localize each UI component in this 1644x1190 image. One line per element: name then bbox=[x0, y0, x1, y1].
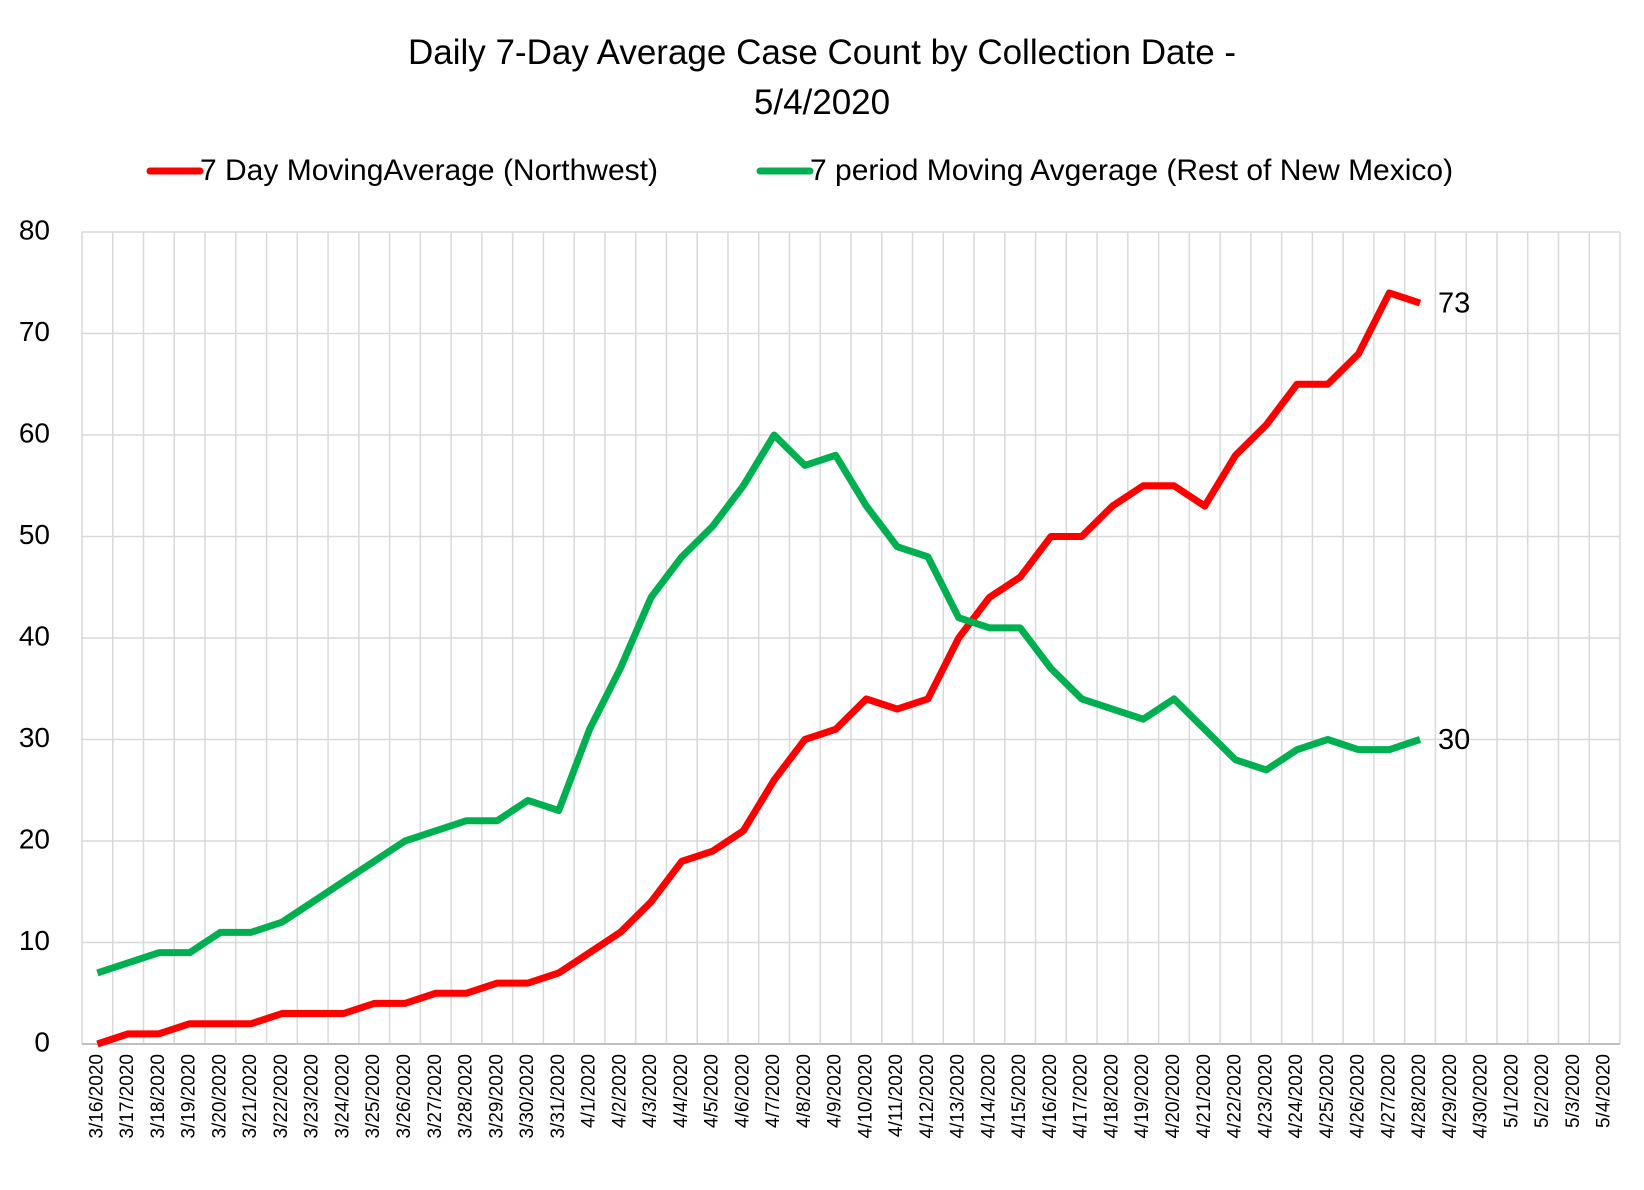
x-tick-label: 4/9/2020 bbox=[825, 1054, 846, 1128]
x-tick-label: 4/21/2020 bbox=[1194, 1054, 1215, 1139]
x-tick-label: 5/2/2020 bbox=[1532, 1054, 1553, 1128]
x-tick-label: 5/1/2020 bbox=[1501, 1054, 1522, 1128]
y-tick-label: 0 bbox=[34, 1026, 50, 1057]
x-tick-label: 5/3/2020 bbox=[1563, 1054, 1584, 1128]
x-tick-label: 3/31/2020 bbox=[548, 1054, 569, 1139]
y-tick-label: 20 bbox=[19, 823, 50, 854]
legend-label: 7 period Moving Avgerage (Rest of New Me… bbox=[810, 154, 1453, 187]
y-tick-label: 40 bbox=[19, 620, 50, 651]
y-tick-label: 10 bbox=[19, 925, 50, 956]
x-tick-label: 3/30/2020 bbox=[517, 1054, 538, 1139]
y-tick-label: 80 bbox=[19, 214, 50, 245]
legend-label: 7 Day MovingAverage (Northwest) bbox=[200, 154, 658, 187]
x-tick-label: 4/8/2020 bbox=[794, 1054, 815, 1128]
x-tick-label: 3/20/2020 bbox=[209, 1054, 230, 1139]
x-tick-label: 3/16/2020 bbox=[86, 1054, 107, 1139]
x-tick-label: 3/26/2020 bbox=[394, 1054, 415, 1139]
series-line bbox=[96, 289, 1422, 1048]
y-tick-label: 60 bbox=[19, 417, 50, 448]
x-tick-label: 3/28/2020 bbox=[456, 1054, 477, 1139]
value-label: 30 bbox=[1438, 724, 1470, 756]
x-tick-label: 4/29/2020 bbox=[1440, 1054, 1461, 1139]
x-tick-label: 3/17/2020 bbox=[117, 1054, 138, 1139]
x-tick-label: 4/27/2020 bbox=[1378, 1054, 1399, 1139]
x-tick-label: 4/17/2020 bbox=[1071, 1054, 1092, 1139]
value-label: 73 bbox=[1438, 288, 1470, 320]
x-tick-label: 4/24/2020 bbox=[1286, 1054, 1307, 1139]
x-tick-label: 3/21/2020 bbox=[240, 1054, 261, 1139]
x-tick-label: 4/19/2020 bbox=[1132, 1054, 1153, 1139]
y-tick-label: 70 bbox=[19, 316, 50, 347]
x-tick-label: 3/23/2020 bbox=[302, 1054, 323, 1139]
x-tick-label: 4/2/2020 bbox=[609, 1054, 630, 1128]
x-tick-label: 4/14/2020 bbox=[978, 1054, 999, 1139]
x-tick-label: 4/23/2020 bbox=[1255, 1054, 1276, 1139]
x-tick-label: 4/22/2020 bbox=[1225, 1054, 1246, 1139]
x-tick-label: 3/27/2020 bbox=[425, 1054, 446, 1139]
x-tick-label: 3/25/2020 bbox=[363, 1054, 384, 1139]
x-tick-label: 3/22/2020 bbox=[271, 1054, 292, 1139]
x-tick-label: 4/16/2020 bbox=[1040, 1054, 1061, 1139]
x-tick-label: 4/20/2020 bbox=[1163, 1054, 1184, 1139]
x-tick-label: 4/7/2020 bbox=[763, 1054, 784, 1128]
x-tick-label: 4/3/2020 bbox=[640, 1054, 661, 1128]
y-tick-label: 50 bbox=[19, 519, 50, 550]
x-tick-label: 4/10/2020 bbox=[855, 1054, 876, 1139]
x-tick-label: 4/30/2020 bbox=[1471, 1054, 1492, 1139]
x-tick-label: 4/4/2020 bbox=[671, 1054, 692, 1128]
x-tick-label: 4/5/2020 bbox=[702, 1054, 723, 1128]
x-tick-label: 4/26/2020 bbox=[1348, 1054, 1369, 1139]
x-tick-label: 4/25/2020 bbox=[1317, 1054, 1338, 1139]
x-tick-label: 4/28/2020 bbox=[1409, 1054, 1430, 1139]
x-tick-label: 4/13/2020 bbox=[948, 1054, 969, 1139]
x-tick-label: 3/29/2020 bbox=[486, 1054, 507, 1139]
x-tick-label: 4/1/2020 bbox=[579, 1054, 600, 1128]
x-tick-label: 4/11/2020 bbox=[886, 1054, 907, 1137]
x-tick-label: 3/18/2020 bbox=[148, 1054, 169, 1139]
x-tick-label: 4/12/2020 bbox=[917, 1054, 938, 1139]
x-tick-label: 3/24/2020 bbox=[332, 1054, 353, 1139]
x-tick-label: 4/18/2020 bbox=[1101, 1054, 1122, 1139]
series-line bbox=[96, 431, 1422, 977]
x-tick-label: 5/4/2020 bbox=[1594, 1054, 1615, 1128]
x-tick-label: 3/19/2020 bbox=[179, 1054, 200, 1139]
y-tick-label: 30 bbox=[19, 722, 50, 753]
chart-title: Daily 7-Day Average Case Count by Collec… bbox=[407, 33, 1237, 122]
x-tick-label: 4/15/2020 bbox=[1009, 1054, 1030, 1139]
x-tick-label: 4/6/2020 bbox=[732, 1054, 753, 1128]
